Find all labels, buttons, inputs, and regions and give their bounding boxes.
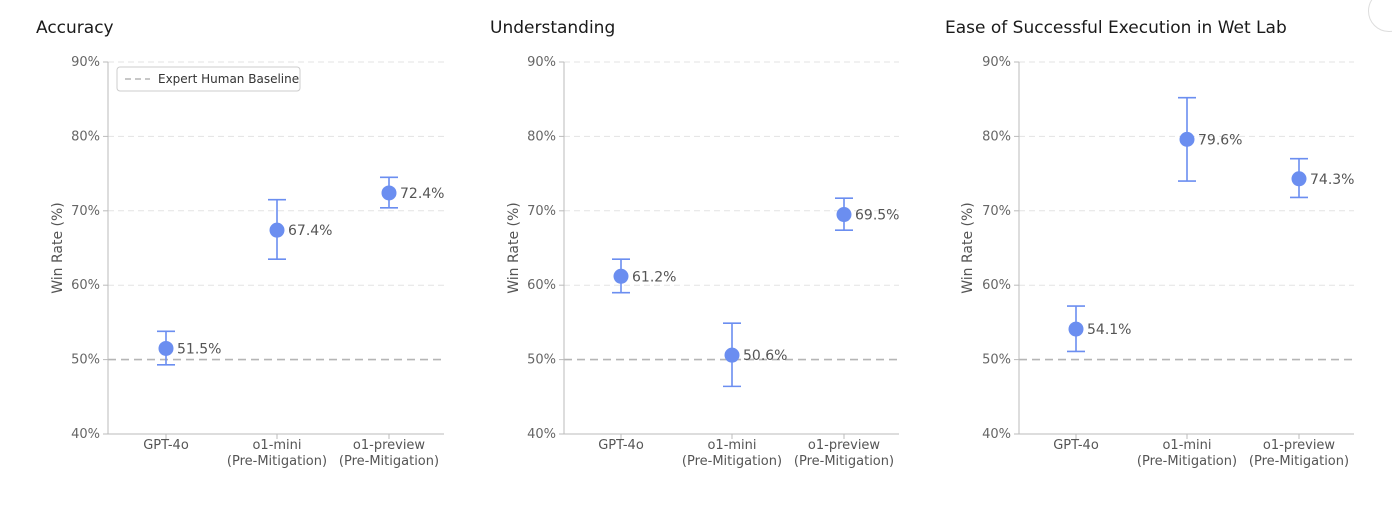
y-tick-label: 40% (982, 427, 1011, 442)
data-label: 50.6% (743, 348, 787, 364)
data-label: 69.5% (855, 208, 899, 224)
y-tick-label: 70% (527, 204, 556, 219)
y-tick-label: 60% (71, 278, 100, 293)
data-point (1179, 131, 1195, 147)
y-axis-label: Win Rate (%) (50, 202, 66, 294)
y-tick-label: 70% (982, 204, 1011, 219)
y-tick-label: 60% (982, 278, 1011, 293)
x-tick-label: (Pre-Mitigation) (794, 454, 894, 469)
x-tick-label: o1-preview (1263, 438, 1336, 453)
x-tick-label: GPT-4o (598, 438, 644, 453)
y-tick-label: 70% (71, 204, 100, 219)
chart-panel-3: Ease of Successful Execution in Wet Lab W… (945, 18, 1354, 469)
data-label: 79.6% (1198, 132, 1242, 148)
x-tick-label: o1-preview (808, 438, 881, 453)
chart-panel-1: Accuracy Win Rate (%) 40% 50% 60% 70% 80% 90% GP… (36, 18, 444, 469)
y-tick-label: 50% (527, 353, 556, 368)
chart-panel-2: Understanding Win Rate (%) 40% 50% 60% 70% 80%… (490, 18, 899, 469)
x-tick-label: o1-preview (353, 438, 426, 453)
x-tick-label: (Pre-Mitigation) (227, 454, 327, 469)
y-tick-label: 90% (982, 55, 1011, 70)
x-tick-label: o1-mini (252, 438, 301, 453)
chart-title: Understanding (490, 18, 615, 38)
data-point (724, 347, 740, 363)
y-tick-label: 50% (71, 353, 100, 368)
data-label: 51.5% (177, 341, 221, 357)
chart-title: Accuracy (36, 18, 114, 38)
data-point (1291, 171, 1307, 187)
data-label: 74.3% (1310, 172, 1354, 188)
y-tick-label: 90% (527, 55, 556, 70)
x-tick-label: GPT-4o (143, 438, 189, 453)
x-tick-label: (Pre-Mitigation) (682, 454, 782, 469)
x-tick-label: GPT-4o (1053, 438, 1099, 453)
data-point (269, 222, 285, 238)
x-tick-label: (Pre-Mitigation) (339, 454, 439, 469)
y-axis-label: Win Rate (%) (960, 202, 976, 294)
y-tick-label: 40% (527, 427, 556, 442)
data-label: 67.4% (288, 223, 332, 239)
data-point (836, 207, 852, 223)
data-label: 54.1% (1087, 322, 1131, 338)
data-label: 61.2% (632, 269, 676, 285)
y-tick-label: 60% (527, 278, 556, 293)
x-tick-label: o1-mini (707, 438, 756, 453)
data-point (158, 340, 174, 356)
y-tick-label: 50% (982, 353, 1011, 368)
legend: Expert Human Baseline (116, 66, 301, 92)
legend-label: Expert Human Baseline (158, 72, 299, 86)
data-point (381, 185, 397, 201)
data-label: 72.4% (400, 186, 444, 202)
y-tick-label: 80% (71, 129, 100, 144)
y-tick-label: 90% (71, 55, 100, 70)
y-tick-label: 40% (71, 427, 100, 442)
data-point (613, 268, 629, 284)
y-axis-label: Win Rate (%) (506, 202, 522, 294)
y-tick-label: 80% (527, 129, 556, 144)
legend-box (116, 66, 301, 92)
x-tick-label: (Pre-Mitigation) (1137, 454, 1237, 469)
x-tick-label: o1-mini (1162, 438, 1211, 453)
x-tick-label: (Pre-Mitigation) (1249, 454, 1349, 469)
y-tick-label: 80% (982, 129, 1011, 144)
chart-title: Ease of Successful Execution in Wet Lab (945, 18, 1287, 38)
data-point (1068, 321, 1084, 337)
